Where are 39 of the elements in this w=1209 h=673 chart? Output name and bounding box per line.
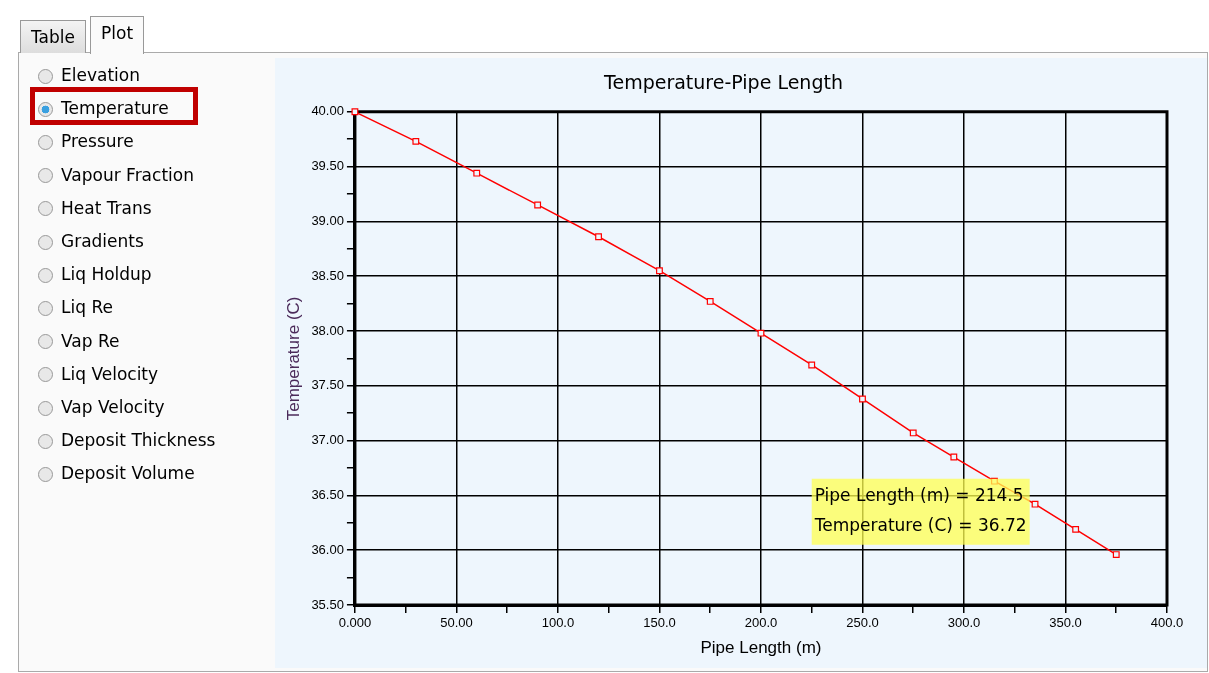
category-label: Table bbox=[20, 20, 86, 53]
text: Deposit Volume bbox=[61, 463, 195, 484]
x-tick-label: 300.0 bbox=[947, 615, 981, 631]
y-tick-label: 37.50 bbox=[311, 377, 344, 393]
text: Pressure bbox=[61, 131, 134, 152]
x-tick-label: 350.0 bbox=[1049, 615, 1082, 631]
annotation: Temperature (C) = 36.72 bbox=[813, 515, 1027, 536]
text: Vap Velocity bbox=[61, 397, 165, 417]
text: Heat Trans bbox=[61, 197, 152, 218]
text: Liq Holdup bbox=[61, 264, 152, 285]
x-tick-label: 200.0 bbox=[744, 615, 778, 631]
y-tick-label: 38.50 bbox=[311, 267, 344, 283]
y-tick-label: 35.50 bbox=[311, 596, 344, 612]
text: Deposit Thickness bbox=[61, 430, 216, 451]
x-axis-title: Pipe Length (m) bbox=[700, 638, 822, 658]
y-tick-label: 36.50 bbox=[311, 486, 344, 502]
y-tick-label: 40.00 bbox=[311, 103, 344, 119]
y-tick-label: 37.00 bbox=[311, 432, 344, 448]
y-tick-label: 39.50 bbox=[311, 158, 344, 174]
x-tick-label: 0.000 bbox=[338, 615, 372, 631]
x-tick-label: 150.0 bbox=[643, 615, 676, 631]
text: Liq Velocity bbox=[61, 363, 159, 384]
x-tick-label: 50.00 bbox=[440, 615, 473, 631]
x-tick-label: 400.0 bbox=[1150, 615, 1184, 631]
y-tick-label: 36.00 bbox=[311, 541, 344, 557]
text: Liq Re bbox=[61, 297, 113, 318]
x-tick-label: 100.0 bbox=[541, 615, 575, 631]
text: Gradients bbox=[61, 231, 144, 251]
text: Temperature bbox=[61, 98, 169, 119]
y-axis-title: Temperature (C) bbox=[283, 296, 303, 421]
chart-title: Temperature-Pipe Length bbox=[603, 71, 843, 94]
y-tick-label: 39.00 bbox=[311, 212, 344, 228]
annotation: Pipe Length (m) = 214.5 bbox=[814, 485, 1024, 506]
text: Vap Re bbox=[61, 330, 120, 351]
x-tick-label: 250.0 bbox=[846, 615, 879, 631]
text: Elevation bbox=[61, 65, 140, 85]
y-tick-label: 38.00 bbox=[311, 322, 344, 338]
category-label: Plot bbox=[90, 16, 145, 54]
text: Vapour Fraction bbox=[61, 164, 194, 185]
